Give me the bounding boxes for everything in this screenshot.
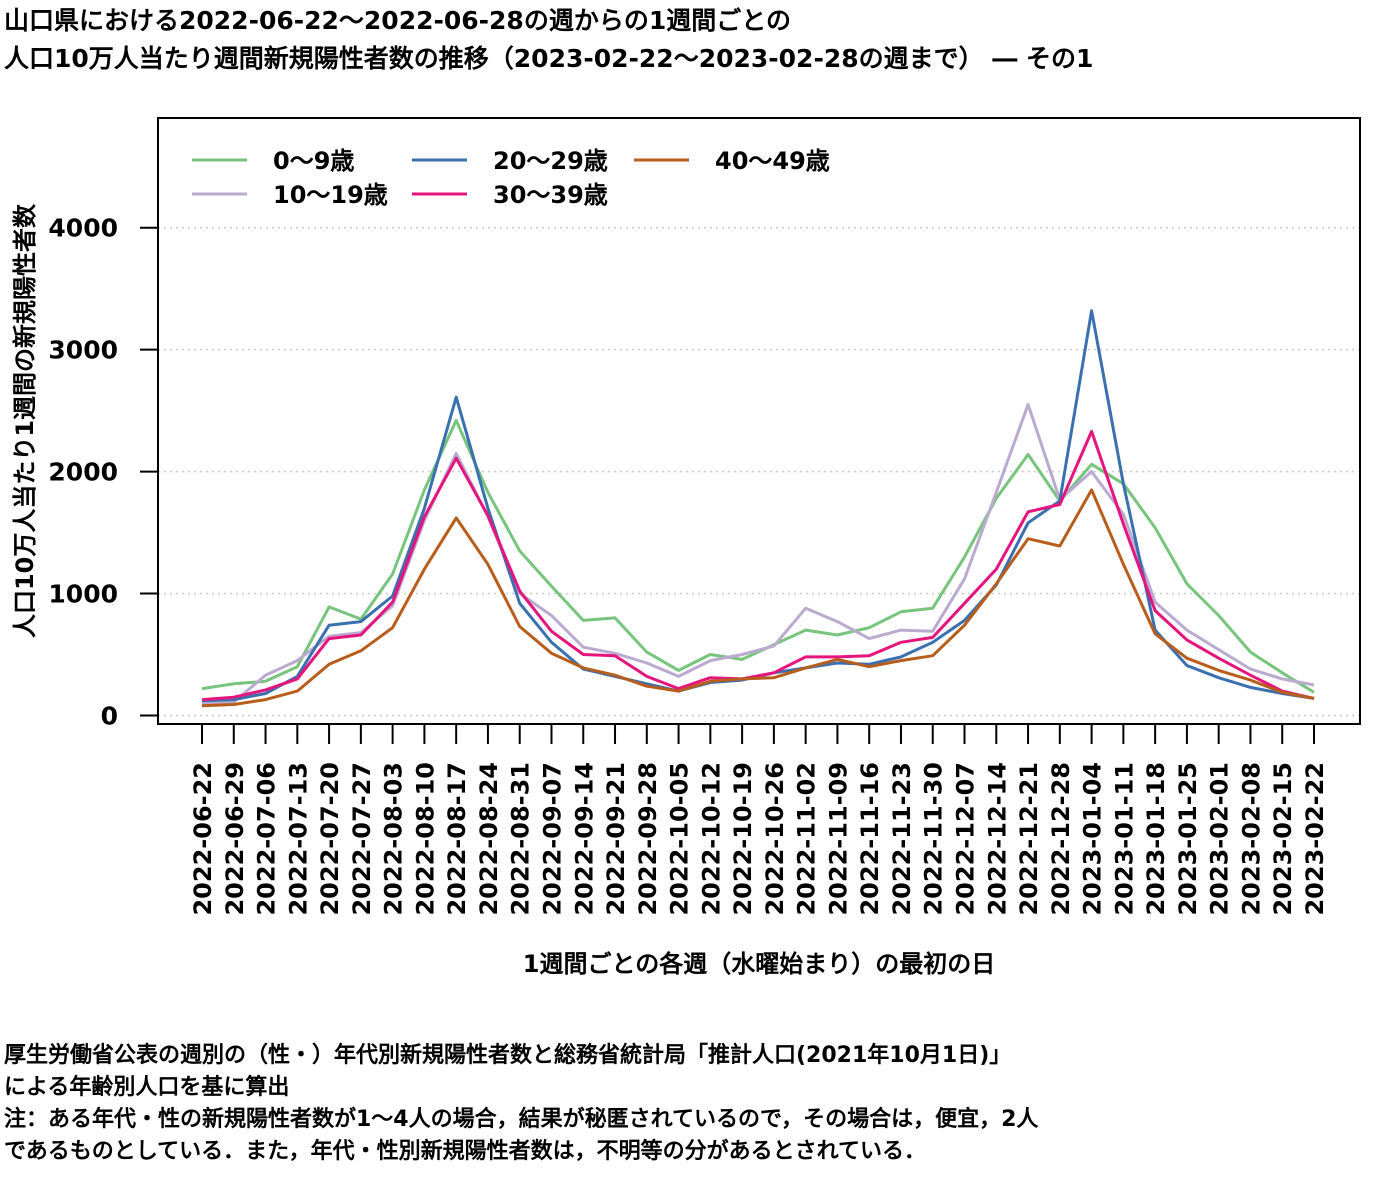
series-line (201, 403, 1315, 705)
y-tick-label: 3000 (48, 336, 118, 365)
x-tick-label: 2022-09-28 (634, 762, 662, 916)
source-notes: 厚生労働省公表の週別の（性・）年代別新規陽性者数と総務省統計局「推計人口(202… (4, 1040, 1396, 1168)
x-tick-label: 2023-02-15 (1269, 762, 1297, 916)
series-line (201, 488, 1315, 708)
note-line-1: 厚生労働省公表の週別の（性・）年代別新規陽性者数と総務省統計局「推計人口(202… (4, 1043, 1012, 1068)
x-tick-label: 2022-11-16 (856, 762, 884, 916)
x-tick-label: 2022-08-17 (443, 762, 471, 916)
x-tick-label: 2022-11-30 (920, 762, 948, 916)
x-tick-label: 2022-11-02 (793, 762, 821, 916)
x-axis: 2022-06-22 2022-06-29 2022-07-06 2022-07-13… (189, 724, 1329, 916)
x-tick-label: 2022-06-22 (189, 762, 217, 916)
series-line (201, 429, 1315, 702)
series-line (201, 418, 1315, 694)
legend-label: 20～29歳 (493, 147, 608, 175)
x-tick-label: 2022-08-03 (380, 762, 408, 916)
x-tick-label: 2022-06-29 (221, 762, 249, 916)
x-tick-label: 2022-12-07 (952, 762, 980, 916)
note-line-2: による年齢別人口を基に算出 (4, 1075, 290, 1100)
x-tick-label: 2022-11-09 (824, 762, 852, 916)
x-tick-label: 2023-02-01 (1206, 762, 1234, 916)
x-tick-label: 2022-10-26 (761, 762, 789, 916)
x-tick-label: 2022-09-07 (538, 762, 566, 916)
note-line-3: 注：ある年代・性の新規陽性者数が1～4人の場合，結果が秘匿されているので，その場… (4, 1107, 1039, 1132)
x-tick-label: 2022-08-24 (475, 762, 503, 916)
x-tick-label: 2022-12-28 (1047, 762, 1075, 916)
x-tick-label: 2023-02-08 (1237, 762, 1265, 916)
x-tick-label: 2023-01-04 (1079, 762, 1107, 916)
series-lines (201, 309, 1315, 708)
chart-title: 山口県における2022-06-22～2022-06-28の週からの1週間ごとの … (4, 2, 1396, 78)
series-line (201, 309, 1315, 703)
x-tick-label: 2022-12-21 (1015, 762, 1043, 916)
x-tick-label: 2022-09-14 (570, 762, 598, 916)
y-tick-label: 1000 (48, 580, 118, 609)
title-line-1: 山口県における2022-06-22～2022-06-28の週からの1週間ごとの (4, 6, 791, 35)
x-tick-label: 2022-07-20 (316, 762, 344, 916)
grid-lines (158, 226, 1360, 717)
y-tick-label: 0 (101, 701, 118, 730)
title-line-2: 人口10万人当たり週間新規陽性者数の推移（2023-02-22～2023-02-… (4, 44, 1094, 73)
legend-label: 0～9歳 (273, 147, 354, 175)
y-axis-label: 人口10万人当たり1週間の新規陽性者数 (11, 203, 39, 638)
x-tick-label: 2022-10-19 (729, 762, 757, 916)
x-axis-label: 1週間ごとの各週（水曜始まり）の最初の日 (523, 950, 995, 978)
x-tick-label: 2022-08-10 (411, 762, 439, 916)
x-tick-label: 2023-02-22 (1301, 762, 1329, 916)
x-tick-label: 2023-01-25 (1174, 762, 1202, 916)
x-tick-label: 2022-10-12 (697, 762, 725, 916)
y-tick-label: 2000 (48, 458, 118, 487)
x-tick-label: 2023-01-18 (1142, 762, 1170, 916)
x-tick-label: 2022-11-23 (888, 762, 916, 916)
y-axis: 0 1000 2000 3000 4000 (48, 214, 158, 730)
x-tick-label: 2022-12-14 (983, 762, 1011, 916)
legend-label: 30～39歳 (493, 181, 608, 209)
legend: 0～9歳 10～19歳 20～29歳 30～39歳 40～49歳 (192, 147, 830, 209)
x-tick-label: 2022-07-06 (253, 762, 281, 916)
plot-frame (157, 117, 1361, 725)
x-tick-label: 2022-08-31 (507, 762, 535, 916)
note-line-4: であるものとしている．また，年代・性別新規陽性者数は，不明等の分があるとされてい… (4, 1139, 927, 1164)
x-tick-label: 2022-09-21 (602, 762, 630, 916)
legend-label: 10～19歳 (273, 181, 388, 209)
y-tick-label: 4000 (48, 214, 118, 243)
x-tick-label: 2023-01-11 (1110, 762, 1138, 916)
x-tick-label: 2022-07-27 (348, 762, 376, 916)
x-tick-label: 2022-10-05 (666, 762, 694, 916)
x-tick-label: 2022-07-13 (284, 762, 312, 916)
legend-label: 40～49歳 (715, 147, 830, 175)
